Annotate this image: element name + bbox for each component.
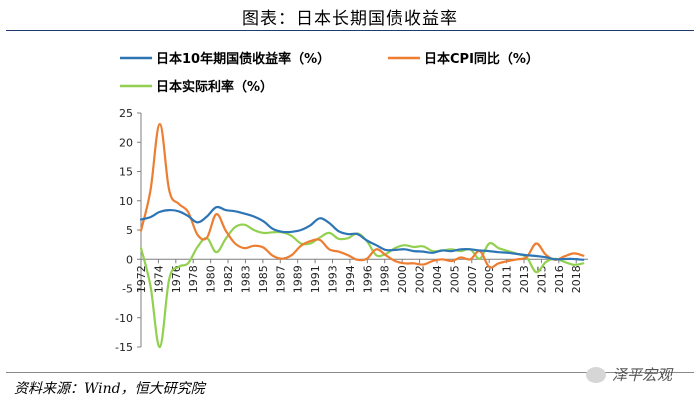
x-tick-label: 1994	[344, 265, 357, 293]
x-tick-label: 2004	[431, 265, 444, 293]
x-tick-label: 2011	[501, 265, 514, 293]
y-tick-label: 20	[119, 136, 133, 149]
y-tick-label: -15	[115, 341, 133, 354]
title-divider	[6, 30, 694, 31]
x-tick-label: 2016	[553, 265, 566, 293]
legend-label: 日本实际利率（%）	[156, 79, 273, 95]
x-axis: 1972 1974 1976 1978 1980 1982 1983 1985 1987 1989…	[135, 258, 588, 293]
x-tick-label: 1987	[274, 265, 287, 293]
x-tick-label: 2005	[448, 265, 461, 293]
legend-real-rate: 日本实际利率（%）	[120, 79, 273, 95]
legend: 日本10年期国债收益率（%） 日本CPI同比（%） 日本实际利率（%）	[120, 51, 539, 95]
watermark-text: 泽平宏观	[612, 366, 673, 384]
x-tick-label: 1980	[205, 265, 218, 293]
watermark: 泽平宏观	[586, 364, 672, 385]
chart-title: 图表：日本长期国债收益率	[242, 9, 458, 29]
y-tick-label: 25	[119, 107, 133, 120]
x-tick-label: 1978	[187, 265, 200, 293]
x-tick-label: 1998	[379, 265, 392, 293]
x-tick-label: 2013	[518, 265, 531, 293]
cpi-yoy-line	[139, 122, 585, 269]
source-divider	[6, 372, 694, 373]
x-tick-label: 2009	[483, 265, 496, 293]
x-tick-label: 1983	[239, 265, 252, 293]
y-tick-label: -5	[122, 283, 133, 296]
legend-cpi-yoy: 日本CPI同比（%）	[388, 51, 539, 67]
wechat-icon	[586, 366, 606, 383]
x-tick-label: 1993	[327, 265, 340, 293]
x-tick-label: 1989	[292, 265, 305, 293]
x-tick-label: 1974	[152, 265, 165, 293]
x-tick-label: 1996	[361, 265, 374, 293]
x-tick-label: 2000	[396, 265, 409, 293]
y-tick-label: 5	[126, 224, 133, 237]
x-tick-label: 2007	[466, 265, 479, 293]
x-tick-label: 1972	[135, 265, 148, 293]
x-tick-label: 2018	[570, 265, 583, 293]
jgb-10y-yield-line	[139, 205, 585, 261]
y-tick-label: 0	[126, 253, 133, 266]
y-tick-label: -10	[115, 312, 133, 325]
x-tick-label: 1991	[309, 265, 322, 293]
source-note: 资料来源：Wind，恒大研究院	[14, 381, 205, 397]
x-tick-label: 1985	[257, 265, 270, 293]
y-axis: 25 20 15 10 5 0 -5 -10 -15	[115, 107, 142, 354]
legend-label: 日本CPI同比（%）	[424, 51, 539, 67]
legend-label: 日本10年期国债收益率（%）	[156, 51, 330, 67]
x-tick-label: 1982	[222, 265, 235, 293]
plot-lines	[139, 122, 585, 349]
x-tick-label: 2015	[535, 265, 548, 293]
y-tick-label: 15	[119, 166, 133, 179]
x-tick-label: 2002	[414, 265, 427, 293]
x-tick-label: 1976	[170, 265, 183, 293]
legend-jgb-10y-yield: 日本10年期国债收益率（%）	[120, 51, 330, 67]
y-tick-label: 10	[119, 195, 133, 208]
